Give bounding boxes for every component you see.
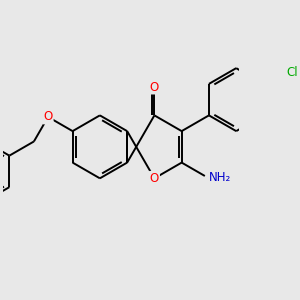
Text: O: O [150, 80, 159, 94]
Text: NH₂: NH₂ [208, 171, 231, 184]
Text: Cl: Cl [286, 66, 298, 80]
Text: O: O [150, 172, 159, 185]
Text: O: O [44, 110, 53, 123]
